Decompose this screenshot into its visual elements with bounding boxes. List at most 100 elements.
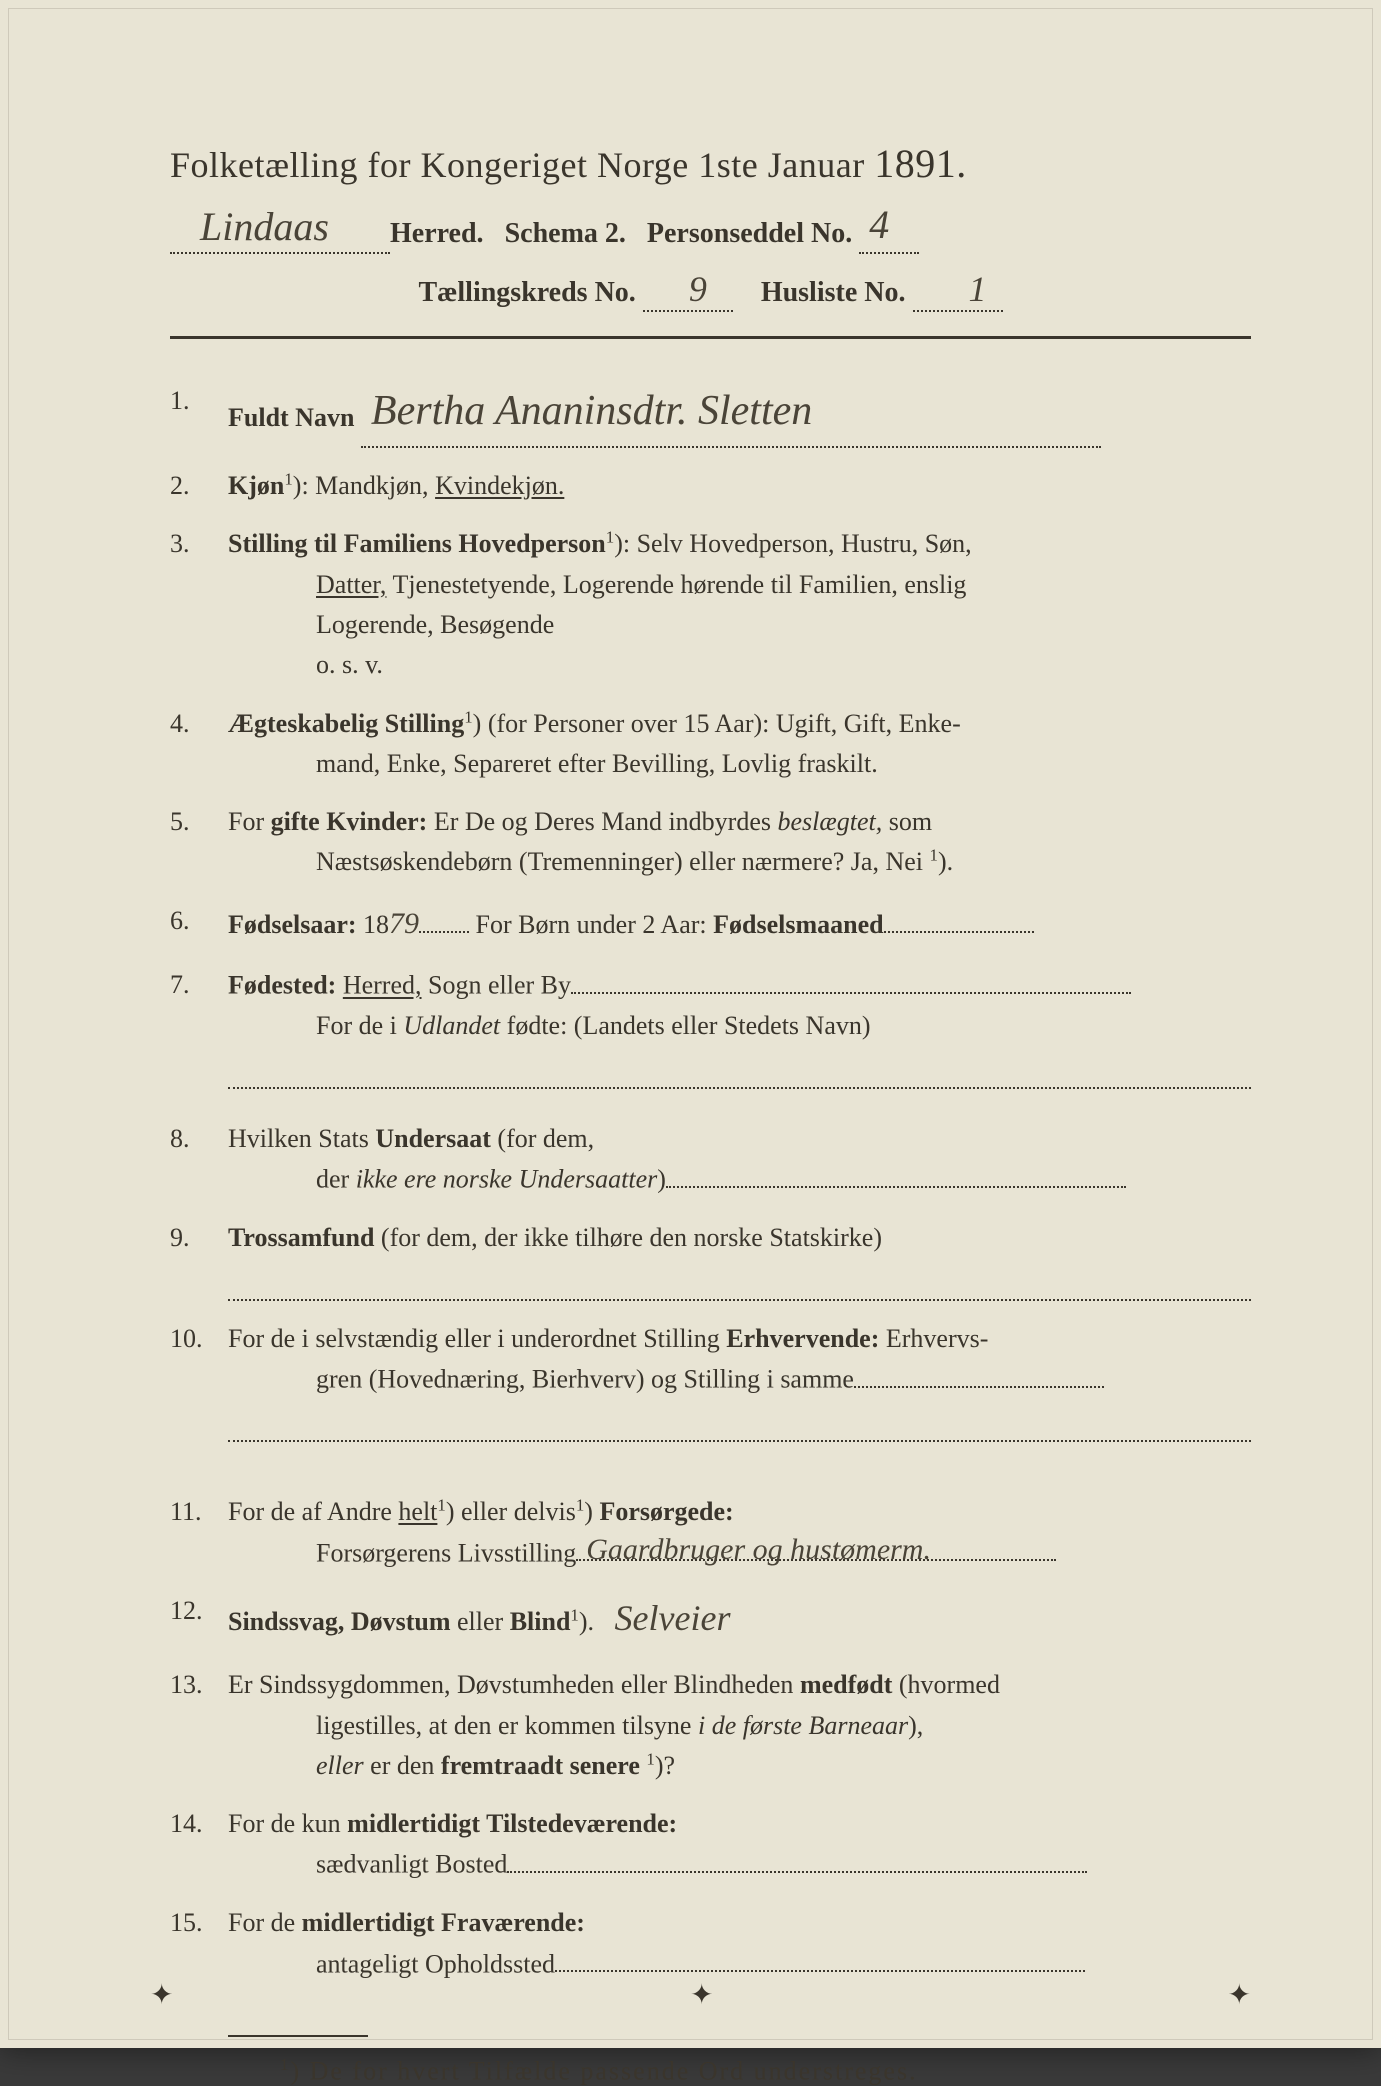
q3: Stilling til Familiens Hovedperson1): Se… bbox=[170, 524, 1251, 685]
q10: For de i selvstændig eller i underordnet… bbox=[170, 1319, 1251, 1443]
q5-line1: Er De og Deres Mand indbyrdes bbox=[427, 807, 777, 836]
q14: For de kun midlertidigt Tilstedeværende:… bbox=[170, 1804, 1251, 1885]
q6-label: Fødselsaar: bbox=[228, 910, 357, 939]
header-rule bbox=[170, 336, 1251, 339]
q2-sup: 1 bbox=[284, 469, 292, 488]
husliste-fill: 1 bbox=[913, 268, 1003, 312]
q10-dots1 bbox=[854, 1359, 1104, 1388]
q3-line1: ): Selv Hovedperson, Hustru, Søn, bbox=[614, 529, 971, 558]
q10-dots2 bbox=[228, 1406, 1251, 1442]
q11-end: ) bbox=[584, 1497, 599, 1526]
q13-italic: i de første Barneaar bbox=[698, 1711, 908, 1740]
husliste-label: Husliste No. bbox=[761, 277, 906, 308]
q3-sup: 1 bbox=[606, 528, 614, 547]
census-form-page: Folketælling for Kongeriget Norge 1ste J… bbox=[0, 0, 1381, 2048]
q1-label: Fuldt Navn bbox=[228, 403, 354, 432]
q12-label2: Blind bbox=[510, 1607, 571, 1636]
q7-underlined: Herred, bbox=[343, 971, 422, 1000]
q3-line4: o. s. v. bbox=[228, 645, 1251, 685]
main-title: Folketælling for Kongeriget Norge 1ste J… bbox=[170, 140, 1251, 187]
q9-label: Trossamfund bbox=[228, 1223, 374, 1252]
q4-label: Ægteskabelig Stilling bbox=[228, 709, 464, 738]
form-content: Folketælling for Kongeriget Norge 1ste J… bbox=[170, 140, 1251, 2086]
q14-dots bbox=[507, 1844, 1087, 1873]
q13-b2: fremtraadt senere bbox=[441, 1751, 640, 1780]
q11-line2: Forsørgerens Livsstilling bbox=[316, 1538, 576, 1567]
q3-label: Stilling til Familiens Hovedperson bbox=[228, 529, 606, 558]
punch-mark-1: ✦ bbox=[150, 1978, 173, 2012]
q3-cont1: Datter, Tjenestetyende, Logerende hørend… bbox=[228, 565, 1251, 605]
punch-mark-2: ✦ bbox=[690, 1978, 713, 2012]
q14-cont: sædvanligt Bosted bbox=[228, 1844, 1251, 1885]
q11-sup2: 1 bbox=[576, 1496, 584, 1515]
q12: Sindssvag, Døvstum eller Blind1). Selvei… bbox=[170, 1591, 1251, 1647]
q8-cont: der ikke ere norske Undersaatter) bbox=[228, 1159, 1251, 1200]
q15: For de midlertidigt Fraværende: antageli… bbox=[170, 1903, 1251, 1984]
q12-hand: Selveier bbox=[615, 1598, 731, 1638]
q7-cont: For de i Udlandet fødte: (Landets eller … bbox=[228, 1006, 1251, 1046]
q14-label: midlertidigt Tilstedeværende: bbox=[347, 1809, 677, 1838]
q2-text: ): Mandkjøn, bbox=[293, 471, 435, 500]
q11-hand: Gaardbruger og hustømerm. bbox=[586, 1527, 931, 1574]
q6-hand: 79 bbox=[389, 907, 419, 940]
q11-mid: ) eller delvis bbox=[446, 1497, 576, 1526]
q11-prefix: For de af Andre bbox=[228, 1497, 398, 1526]
q10-cont: gren (Hovednæring, Bierhverv) og Stillin… bbox=[228, 1359, 1251, 1400]
q2-label: Kjøn bbox=[228, 471, 284, 500]
q1-hand: Bertha Ananinsdtr. Sletten bbox=[371, 388, 812, 434]
q6-dots1 bbox=[419, 904, 469, 933]
herred-label: Herred. bbox=[390, 218, 484, 249]
q6-label2: Fødselsmaaned bbox=[713, 910, 883, 939]
q5-italic: beslægtet, bbox=[778, 807, 883, 836]
q11: For de af Andre helt1) eller delvis1) Fo… bbox=[170, 1492, 1251, 1573]
q10-prefix: For de i selvstændig eller i underordnet… bbox=[228, 1324, 726, 1353]
q8-line2b: ) bbox=[657, 1165, 666, 1194]
herred-handwriting: Lindaas bbox=[200, 204, 329, 249]
q7-italic: Udlandet bbox=[403, 1011, 500, 1040]
q13-l2a: ligestilles, at den er kommen tilsyne bbox=[316, 1711, 698, 1740]
herred-fill: Lindaas bbox=[170, 205, 390, 254]
q8-italic: ikke ere norske Undersaatter bbox=[356, 1165, 658, 1194]
q13: Er Sindssygdommen, Døvstumheden eller Bl… bbox=[170, 1665, 1251, 1786]
kreds-hand: 9 bbox=[689, 269, 707, 309]
q3-line3: Logerende, Besøgende bbox=[228, 605, 1251, 645]
q5-line2end: ). bbox=[938, 847, 953, 876]
footnote-rule bbox=[228, 2035, 368, 2037]
q10-line2: gren (Hovednæring, Bierhverv) og Stillin… bbox=[316, 1365, 854, 1394]
q5-label: gifte Kvinder: bbox=[271, 807, 428, 836]
q7: Fødested: Herred, Sogn eller By For de i… bbox=[170, 965, 1251, 1089]
q5: For gifte Kvinder: Er De og Deres Mand i… bbox=[170, 802, 1251, 883]
q10-label: Erhvervende: bbox=[726, 1324, 879, 1353]
q8: Hvilken Stats Undersaat (for dem, der ik… bbox=[170, 1119, 1251, 1200]
q3-underlined: Datter, bbox=[316, 570, 386, 599]
q4-line1: ) (for Personer over 15 Aar): Ugift, Gif… bbox=[473, 709, 961, 738]
question-list: Fuldt Navn Bertha Ananinsdtr. Sletten Kj… bbox=[170, 381, 1251, 1985]
q13-l3b: er den bbox=[364, 1751, 441, 1780]
q12-mid: eller bbox=[451, 1607, 510, 1636]
q5-cont: Næstsøskendebørn (Tremenninger) eller næ… bbox=[228, 842, 1251, 882]
q8-dots bbox=[666, 1159, 1126, 1188]
q7-line2b: fødte: (Landets eller Stedets Navn) bbox=[500, 1011, 870, 1040]
footnote: 1) De for hvert Tilfælde passende Ord un… bbox=[170, 2055, 1251, 2086]
q5-sup: 1 bbox=[930, 846, 938, 865]
q4-line2: mand, Enke, Separeret efter Bevilling, L… bbox=[228, 744, 1251, 784]
q15-prefix: For de bbox=[228, 1908, 302, 1937]
q13-b1: medfødt bbox=[800, 1670, 892, 1699]
personseddel-label: Personseddel No. bbox=[647, 218, 852, 249]
q12-label: Sindssvag, Døvstum bbox=[228, 1607, 451, 1636]
q9-dots bbox=[228, 1264, 1251, 1300]
q6-prefix: 18 bbox=[357, 910, 390, 939]
q11-dots: Gaardbruger og hustømerm. bbox=[576, 1533, 1056, 1562]
personseddel-hand: 4 bbox=[869, 202, 889, 247]
q8-line2a: der bbox=[316, 1165, 356, 1194]
q13-l3a: eller bbox=[316, 1751, 364, 1780]
kreds-fill: 9 bbox=[643, 268, 733, 312]
q10-end: Erhvervs- bbox=[879, 1324, 988, 1353]
personseddel-fill: 4 bbox=[859, 205, 919, 254]
q13-c1: ligestilles, at den er kommen tilsyne i … bbox=[228, 1706, 1251, 1746]
q8-label: Undersaat bbox=[375, 1124, 491, 1153]
q15-label: midlertidigt Fraværende: bbox=[302, 1908, 585, 1937]
q3-line2: Tjenestetyende, Logerende hørende til Fa… bbox=[386, 570, 966, 599]
q7-label: Fødested: bbox=[228, 971, 336, 1000]
q5-line1end: som bbox=[882, 807, 932, 836]
